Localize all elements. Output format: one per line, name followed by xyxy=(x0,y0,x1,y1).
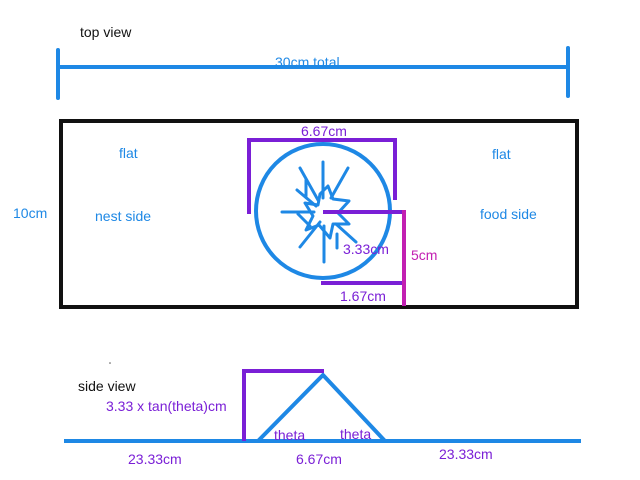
half-height-label: 5cm xyxy=(411,247,438,263)
top-view-title: top view xyxy=(80,24,132,40)
left-angle-label: theta xyxy=(274,427,306,443)
radius-label: 3.33cm xyxy=(343,241,389,257)
total-length-label: 30cm total xyxy=(275,54,340,70)
top-view-box xyxy=(59,119,579,309)
side-view-ramp xyxy=(256,373,387,443)
middle-length-label: 6.67cm xyxy=(296,451,342,467)
side-height-bracket xyxy=(242,369,324,441)
side-height-label: 3.33 x tan(theta)cm xyxy=(106,398,227,414)
offset-label: 1.67cm xyxy=(340,288,386,304)
stray-dot xyxy=(109,362,111,364)
food-side-label: food side xyxy=(480,206,537,222)
right-length-label: 23.33cm xyxy=(439,446,493,462)
right-angle-label: theta xyxy=(340,426,372,442)
nest-side-label: nest side xyxy=(95,208,152,224)
radius-offset-lines xyxy=(321,210,402,285)
height-label: 10cm xyxy=(13,205,48,221)
left-flat-label: flat xyxy=(119,145,138,161)
right-flat-label: flat xyxy=(492,146,511,162)
left-length-label: 23.33cm xyxy=(128,451,182,467)
side-view-title: side view xyxy=(78,378,136,394)
center-arrows-icon xyxy=(280,160,358,264)
total-length-dimension xyxy=(56,46,570,100)
dome-width-label: 6.67cm xyxy=(301,123,347,139)
dome-width-bracket xyxy=(247,138,397,214)
